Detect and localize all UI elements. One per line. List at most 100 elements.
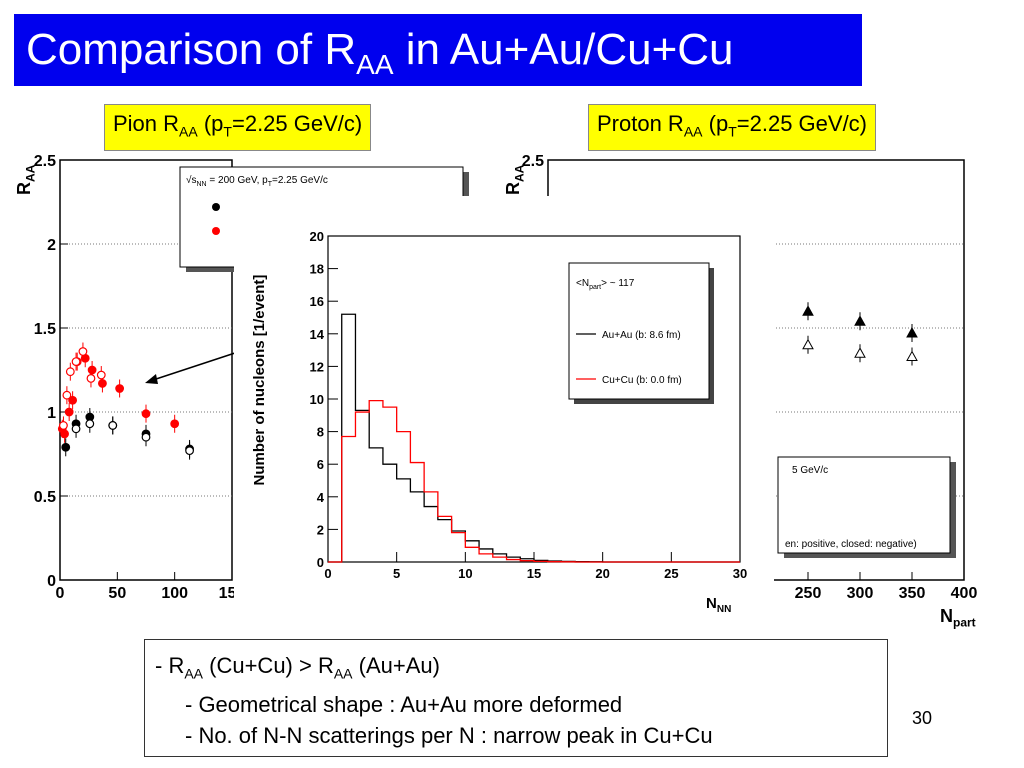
left-legend-marker-black	[212, 203, 220, 211]
inset-ytick-label: 18	[310, 262, 324, 277]
proton-label-t: T	[728, 123, 737, 140]
summary-box: - RAA (Cu+Cu) > RAA (Au+Au) - Geometrica…	[144, 639, 888, 757]
nucleon-histogram-inset: 0 2 4 6 8 10 12 14 16 18 20 0 5 10 15 20 25 30 Number of…	[234, 196, 774, 622]
left-data-point	[62, 390, 72, 400]
left-data-point	[68, 395, 78, 405]
right-data-point	[854, 347, 866, 358]
left-plot-points	[57, 342, 194, 460]
right-data-point	[854, 315, 866, 326]
left-data-point	[115, 384, 125, 393]
left-ytick-label: 0	[47, 573, 56, 590]
inset-xtick-label: 0	[324, 566, 331, 581]
inset-yticks: 0 2 4 6 8 10 12 14 16 18 20	[310, 229, 338, 570]
right-data-point	[802, 338, 814, 350]
left-data-point	[64, 407, 74, 417]
bullet-1-b: (Cu+Cu) > R	[203, 653, 334, 678]
pion-label-t: T	[223, 123, 232, 140]
left-data-point	[98, 379, 107, 388]
inset-xtick-label: 15	[527, 566, 541, 581]
page-number: 30	[912, 708, 933, 728]
inset-legend-cucu: Cu+Cu (b: 0.0 fm)	[602, 375, 682, 386]
pion-label: Pion RAA (pT=2.25 GeV/c)	[104, 104, 372, 152]
inset-xtick-label: 20	[595, 566, 609, 581]
right-data-point	[802, 305, 814, 316]
slide-title: Comparison of RAA in Au+Au/Cu+Cu	[14, 14, 862, 86]
right-xtick-label: 350	[899, 585, 926, 602]
inset-histogram-series	[328, 399, 740, 563]
inset-ytick-label: 4	[317, 490, 325, 505]
left-legend-marker-red	[212, 227, 220, 235]
left-data-point	[61, 442, 71, 452]
inset-xtick-label: 25	[664, 566, 678, 581]
proton-label: Proton RAA (pT=2.25 GeV/c)	[588, 104, 877, 152]
left-data-point	[60, 429, 69, 439]
proton-label-text-c: =2.25 GeV/c)	[736, 111, 868, 136]
inset-ytick-label: 6	[317, 457, 324, 472]
bullet-line-1: - RAA (Cu+Cu) > RAA (Au+Au)	[155, 650, 887, 689]
bullet-line-2: - Geometrical shape : Au+Au more deforme…	[185, 692, 623, 718]
left-xtick-label: 100	[161, 585, 188, 602]
inset-legend-box	[568, 262, 710, 400]
right-data-point	[906, 350, 918, 362]
right-xtick-label: 250	[795, 585, 822, 602]
inset-xtick-label: 10	[458, 566, 472, 581]
left-data-point	[185, 446, 194, 456]
left-ytick-label: 2	[47, 237, 56, 254]
left-data-point	[71, 424, 81, 434]
inset-ylabel: Number of nucleons [1/event]	[251, 275, 268, 486]
left-data-point	[87, 365, 97, 375]
pion-label-sub: AA	[179, 123, 198, 140]
inset-ytick-label: 2	[317, 522, 324, 537]
right-legend-energy: 5 GeV/c	[792, 465, 828, 476]
inset-legend-auau: Au+Au (b: 8.6 fm)	[602, 330, 681, 341]
left-ytick-label: 0.5	[34, 489, 56, 506]
bullet-1-sub1: AA	[184, 665, 204, 682]
left-ytick-label: 2.5	[34, 153, 56, 170]
proton-label-text: Proton R	[597, 111, 684, 136]
inset-xlabel: NNN	[706, 595, 731, 615]
inset-xticks: 0 5 10 15 20 25 30	[324, 552, 747, 581]
right-xtick-label: 400	[951, 585, 978, 602]
inset-ytick-label: 12	[310, 359, 324, 374]
right-plot-points	[802, 302, 918, 366]
inset-xtick-label: 5	[393, 566, 400, 581]
left-xtick-label: 50	[108, 585, 126, 602]
bullet-1-sub2: AA	[333, 665, 353, 682]
bullet-line-3: - No. of N-N scatterings per N : narrow …	[185, 723, 713, 749]
right-legend-note: en: positive, closed: negative)	[785, 539, 917, 550]
title-subscript: AA	[356, 48, 394, 80]
left-data-point	[141, 409, 151, 419]
right-plot-xticks: 250 300 350 400	[795, 572, 978, 602]
left-ytick-label: 1.5	[34, 321, 56, 338]
left-data-point	[86, 374, 96, 383]
inset-legend-header: <Npart> ~ 117	[576, 278, 635, 291]
inset-histogram-lines	[328, 313, 740, 563]
title-main: Comparison of R	[26, 25, 357, 74]
right-xlabel-main: N	[940, 606, 953, 626]
left-plot-yticks: 0 0.5 1 1.5 2 2.5	[34, 153, 68, 590]
bullet-1-a: - R	[155, 653, 185, 678]
proton-label-text-b: (p	[702, 111, 729, 136]
left-data-point	[96, 370, 106, 380]
inset-xtick-label: 30	[733, 566, 747, 581]
right-legend-box	[777, 456, 951, 554]
right-data-point	[906, 327, 918, 338]
left-legend-header: √sNN = 200 GeV, pT=2.25 GeV/c	[186, 174, 328, 188]
left-data-point	[78, 347, 88, 356]
right-plot-yticks: 2.5	[522, 153, 544, 170]
left-xtick-label: 0	[56, 585, 65, 602]
title-rest: in Au+Au/Cu+Cu	[393, 25, 734, 74]
left-data-point	[71, 357, 81, 367]
pointer-arrow	[145, 351, 239, 384]
left-data-point	[85, 419, 95, 429]
right-ytick-label: 2.5	[522, 153, 544, 170]
inset-ytick-label: 20	[310, 229, 324, 244]
right-xtick-label: 300	[847, 585, 874, 602]
inset-ytick-label: 16	[310, 294, 324, 309]
left-data-point	[141, 432, 151, 442]
pion-label-text-b: (p	[197, 111, 224, 136]
left-data-point	[65, 367, 75, 377]
right-xlabel-sub: part	[953, 615, 976, 630]
left-data-point	[170, 419, 180, 429]
